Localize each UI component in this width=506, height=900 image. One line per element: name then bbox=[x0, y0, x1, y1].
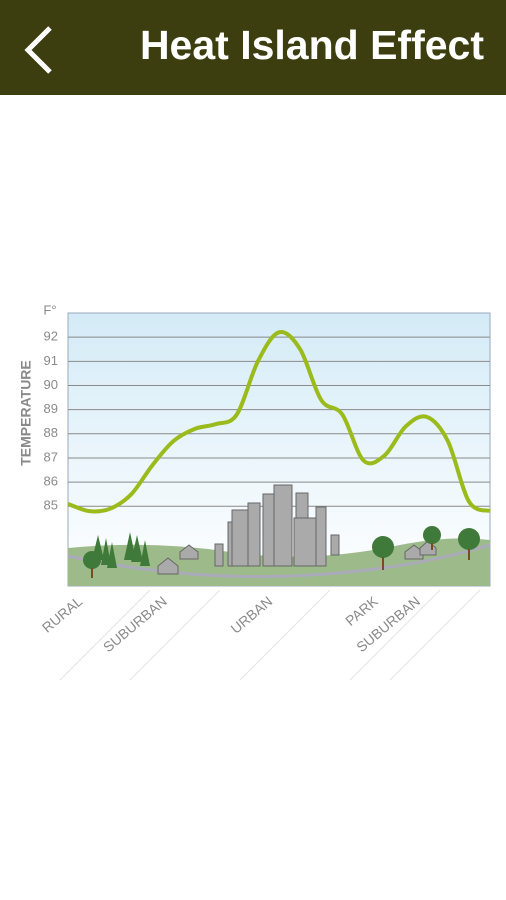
app-bar: Heat Island Effect bbox=[0, 0, 506, 95]
y-tick-label: 92 bbox=[44, 329, 58, 344]
chart: F° TEMPERATURE 85 86 87 88 89 90 91 92 RURAL SUBU… bbox=[18, 302, 491, 681]
back-button[interactable] bbox=[18, 24, 58, 76]
y-axis-label: TEMPERATURE bbox=[18, 360, 34, 466]
y-tick-label: 85 bbox=[44, 498, 58, 513]
y-tick-label: 86 bbox=[44, 474, 58, 489]
x-tick-label: SUBURBAN bbox=[100, 593, 170, 655]
y-tick-label: 90 bbox=[44, 377, 58, 392]
temperature-line bbox=[67, 330, 491, 514]
y-tick-label: 91 bbox=[44, 353, 58, 368]
landscape bbox=[67, 484, 491, 586]
page-title: Heat Island Effect bbox=[139, 22, 484, 68]
y-unit: F° bbox=[43, 302, 56, 317]
x-tick-label: RURAL bbox=[39, 593, 86, 636]
y-tick-label: 88 bbox=[44, 425, 58, 440]
y-tick-label: 87 bbox=[44, 449, 58, 464]
x-tick-label: URBAN bbox=[227, 593, 275, 637]
y-tick-label: 89 bbox=[44, 401, 58, 416]
decor-lines bbox=[59, 589, 481, 681]
